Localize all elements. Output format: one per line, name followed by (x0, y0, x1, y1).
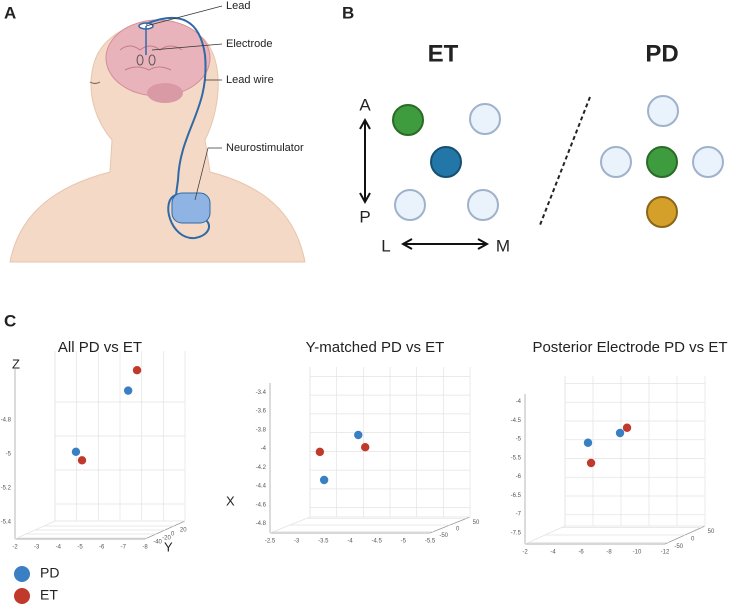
plot-title: Posterior Electrode PD vs ET (532, 339, 727, 356)
data-point (622, 423, 632, 432)
panel-label: B (342, 3, 354, 22)
z-tick-label: -6 (516, 474, 522, 480)
y-tick-label: -20 (162, 536, 171, 542)
direction-label: L (381, 236, 390, 255)
annotation: Electrode (226, 38, 272, 50)
axis-label: Y (164, 539, 173, 554)
y-tick-label: 0 (456, 527, 460, 533)
x-tick-label: -4 (56, 545, 62, 551)
y-tick-label: 0 (171, 532, 175, 538)
z-tick-label: -7 (516, 512, 522, 518)
z-tick-label: -4.2 (256, 465, 267, 471)
z-tick-label: -4.5 (511, 418, 522, 424)
x-tick-label: -8 (142, 545, 148, 551)
x-tick-label: -10 (633, 550, 642, 556)
axis-label: Z (12, 356, 20, 371)
data-point (132, 366, 142, 375)
x-tick-label: -2.5 (265, 539, 276, 545)
group-title: ET (428, 40, 459, 67)
z-tick-label: -4.4 (256, 484, 267, 490)
z-tick-label: -6.5 (511, 493, 522, 499)
x-tick-label: -3 (34, 545, 40, 551)
z-tick-label: -5.5 (511, 455, 522, 461)
z-tick-label: -4 (516, 399, 522, 405)
z-tick-label: -4.6 (256, 502, 267, 508)
legend-swatch (14, 566, 30, 582)
x-tick-label: -4 (347, 539, 353, 545)
data-point (319, 475, 329, 485)
x-tick-label: -6 (99, 545, 105, 551)
z-tick-label: -5.4 (1, 520, 12, 526)
x-tick-label: -2 (12, 545, 18, 551)
z-tick-label: -3.4 (256, 390, 267, 396)
legend-swatch (14, 588, 30, 604)
z-tick-label: -4.8 (1, 418, 12, 424)
data-point (123, 386, 133, 395)
plot-title: Y-matched PD vs ET (306, 339, 445, 356)
x-tick-label: -5.5 (425, 539, 436, 545)
panel-label: C (4, 311, 16, 330)
y-tick-label: -40 (153, 540, 162, 546)
y-tick-label: -50 (674, 544, 683, 550)
x-tick-label: -3 (294, 539, 300, 545)
y-tick-label: 20 (180, 528, 187, 534)
data-point (71, 447, 81, 456)
electrode-diagram (359, 95, 724, 250)
z-tick-label: -3.8 (256, 427, 267, 433)
x-tick-label: -8 (606, 550, 612, 556)
z-tick-label: -7.5 (511, 530, 522, 536)
y-tick-label: -50 (439, 533, 448, 539)
legend: PD ET (14, 565, 59, 604)
group-title: PD (645, 40, 678, 67)
data-point (315, 447, 325, 457)
y-tick-label: 0 (691, 537, 695, 543)
x-tick-label: -6 (578, 550, 584, 556)
x-tick-label: -7 (121, 545, 127, 551)
direction-label: A (359, 95, 371, 114)
x-tick-label: -5 (401, 539, 407, 545)
z-tick-label: -4 (261, 446, 267, 452)
data-point (77, 456, 87, 465)
illustration (9, 5, 306, 263)
z-tick-label: -3.6 (256, 409, 267, 415)
annotation: Neurostimulator (226, 142, 304, 154)
z-tick-label: -5 (516, 437, 522, 443)
y-tick-label: 50 (473, 520, 480, 526)
panel-label: A (4, 3, 16, 22)
axis-label: X (226, 493, 235, 508)
x-tick-label: -4 (550, 550, 556, 556)
data-point (354, 430, 363, 440)
data-point (615, 428, 625, 438)
x-tick-label: -5 (77, 545, 83, 551)
annotation: Lead (226, 0, 250, 12)
legend-label: ET (40, 587, 58, 603)
plot-title: All PD vs ET (58, 339, 142, 356)
x-tick-label: -3.5 (318, 539, 329, 545)
direction-label: P (359, 207, 370, 226)
x-tick-label: -12 (661, 550, 670, 556)
y-tick-label: 50 (708, 529, 715, 535)
data-point (586, 458, 596, 468)
legend-label: PD (40, 565, 59, 581)
z-tick-label: -5.2 (1, 486, 12, 492)
annotation: Lead wire (226, 74, 274, 86)
z-tick-label: -4.8 (256, 521, 267, 527)
x-tick-label: -2 (522, 550, 528, 556)
x-tick-label: -4.5 (371, 539, 382, 545)
data-point (583, 438, 593, 447)
data-point (361, 442, 370, 452)
z-tick-label: -5 (6, 452, 12, 458)
direction-label: M (496, 236, 510, 255)
